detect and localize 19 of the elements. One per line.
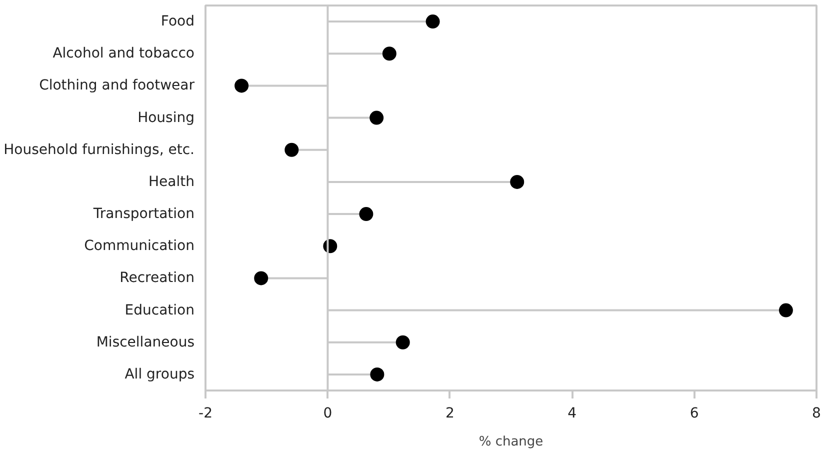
y-tick-label: Clothing and footwear (39, 78, 195, 94)
x-axis-title: % change (478, 434, 544, 450)
y-tick-label: Alcohol and tobacco (52, 46, 195, 62)
y-tick-label: Transportation (92, 206, 195, 222)
x-tick-label: 8 (812, 406, 821, 422)
x-tick-label: 6 (690, 406, 699, 422)
y-tick-label: Miscellaneous (96, 334, 195, 350)
x-tick-label: 2 (445, 406, 454, 422)
y-tick-label: Education (124, 302, 195, 318)
y-tick-label: Communication (84, 238, 195, 254)
x-tick-label: -2 (198, 406, 212, 422)
y-tick-label: All groups (124, 366, 195, 382)
y-tick-label: Recreation (120, 270, 195, 286)
y-tick-label: Household furnishings, etc. (4, 142, 194, 158)
y-tick-label: Food (160, 14, 195, 30)
y-tick-label: Health (148, 174, 195, 190)
x-tick-label: 4 (568, 406, 577, 422)
y-tick-label: Housing (138, 110, 195, 126)
x-tick-label: 0 (323, 406, 332, 422)
